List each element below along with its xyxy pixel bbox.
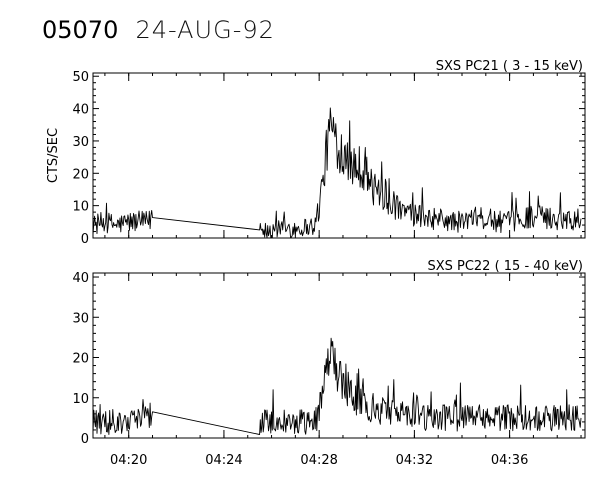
series-line bbox=[92, 337, 582, 435]
y-tick-label: 20 bbox=[72, 167, 89, 182]
x-tick-label: 04:24 bbox=[205, 453, 242, 468]
panel-title: SXS PC21 ( 3 - 15 keV) bbox=[436, 59, 583, 74]
x-tick-label: 04:32 bbox=[396, 453, 433, 468]
y-tick-label: 30 bbox=[72, 135, 89, 150]
y-tick-label: 20 bbox=[72, 352, 89, 367]
x-tick-label: 04:36 bbox=[491, 453, 528, 468]
panel-title: SXS PC22 ( 15 - 40 keV) bbox=[427, 259, 583, 274]
series-line bbox=[92, 107, 582, 239]
plot-frame bbox=[92, 272, 586, 439]
x-tick-label: 04:28 bbox=[300, 453, 337, 468]
y-tick-label: 40 bbox=[72, 271, 89, 286]
y-tick-label: 0 bbox=[81, 432, 89, 447]
burst-date: 24-AUG-92 bbox=[135, 16, 275, 44]
y-axis-label: CTS/SEC bbox=[46, 128, 61, 183]
y-tick-label: 30 bbox=[72, 311, 89, 326]
y-tick-label: 0 bbox=[81, 232, 89, 247]
y-tick-label: 50 bbox=[72, 70, 89, 85]
burst-id: 05070 bbox=[42, 16, 119, 44]
plot-frame bbox=[92, 72, 586, 239]
y-tick-label: 10 bbox=[72, 200, 89, 215]
header: 05070 24-AUG-92 bbox=[42, 16, 275, 44]
x-tick-label: 04:20 bbox=[110, 453, 147, 468]
y-tick-label: 40 bbox=[72, 103, 89, 118]
y-tick-label: 10 bbox=[72, 392, 89, 407]
